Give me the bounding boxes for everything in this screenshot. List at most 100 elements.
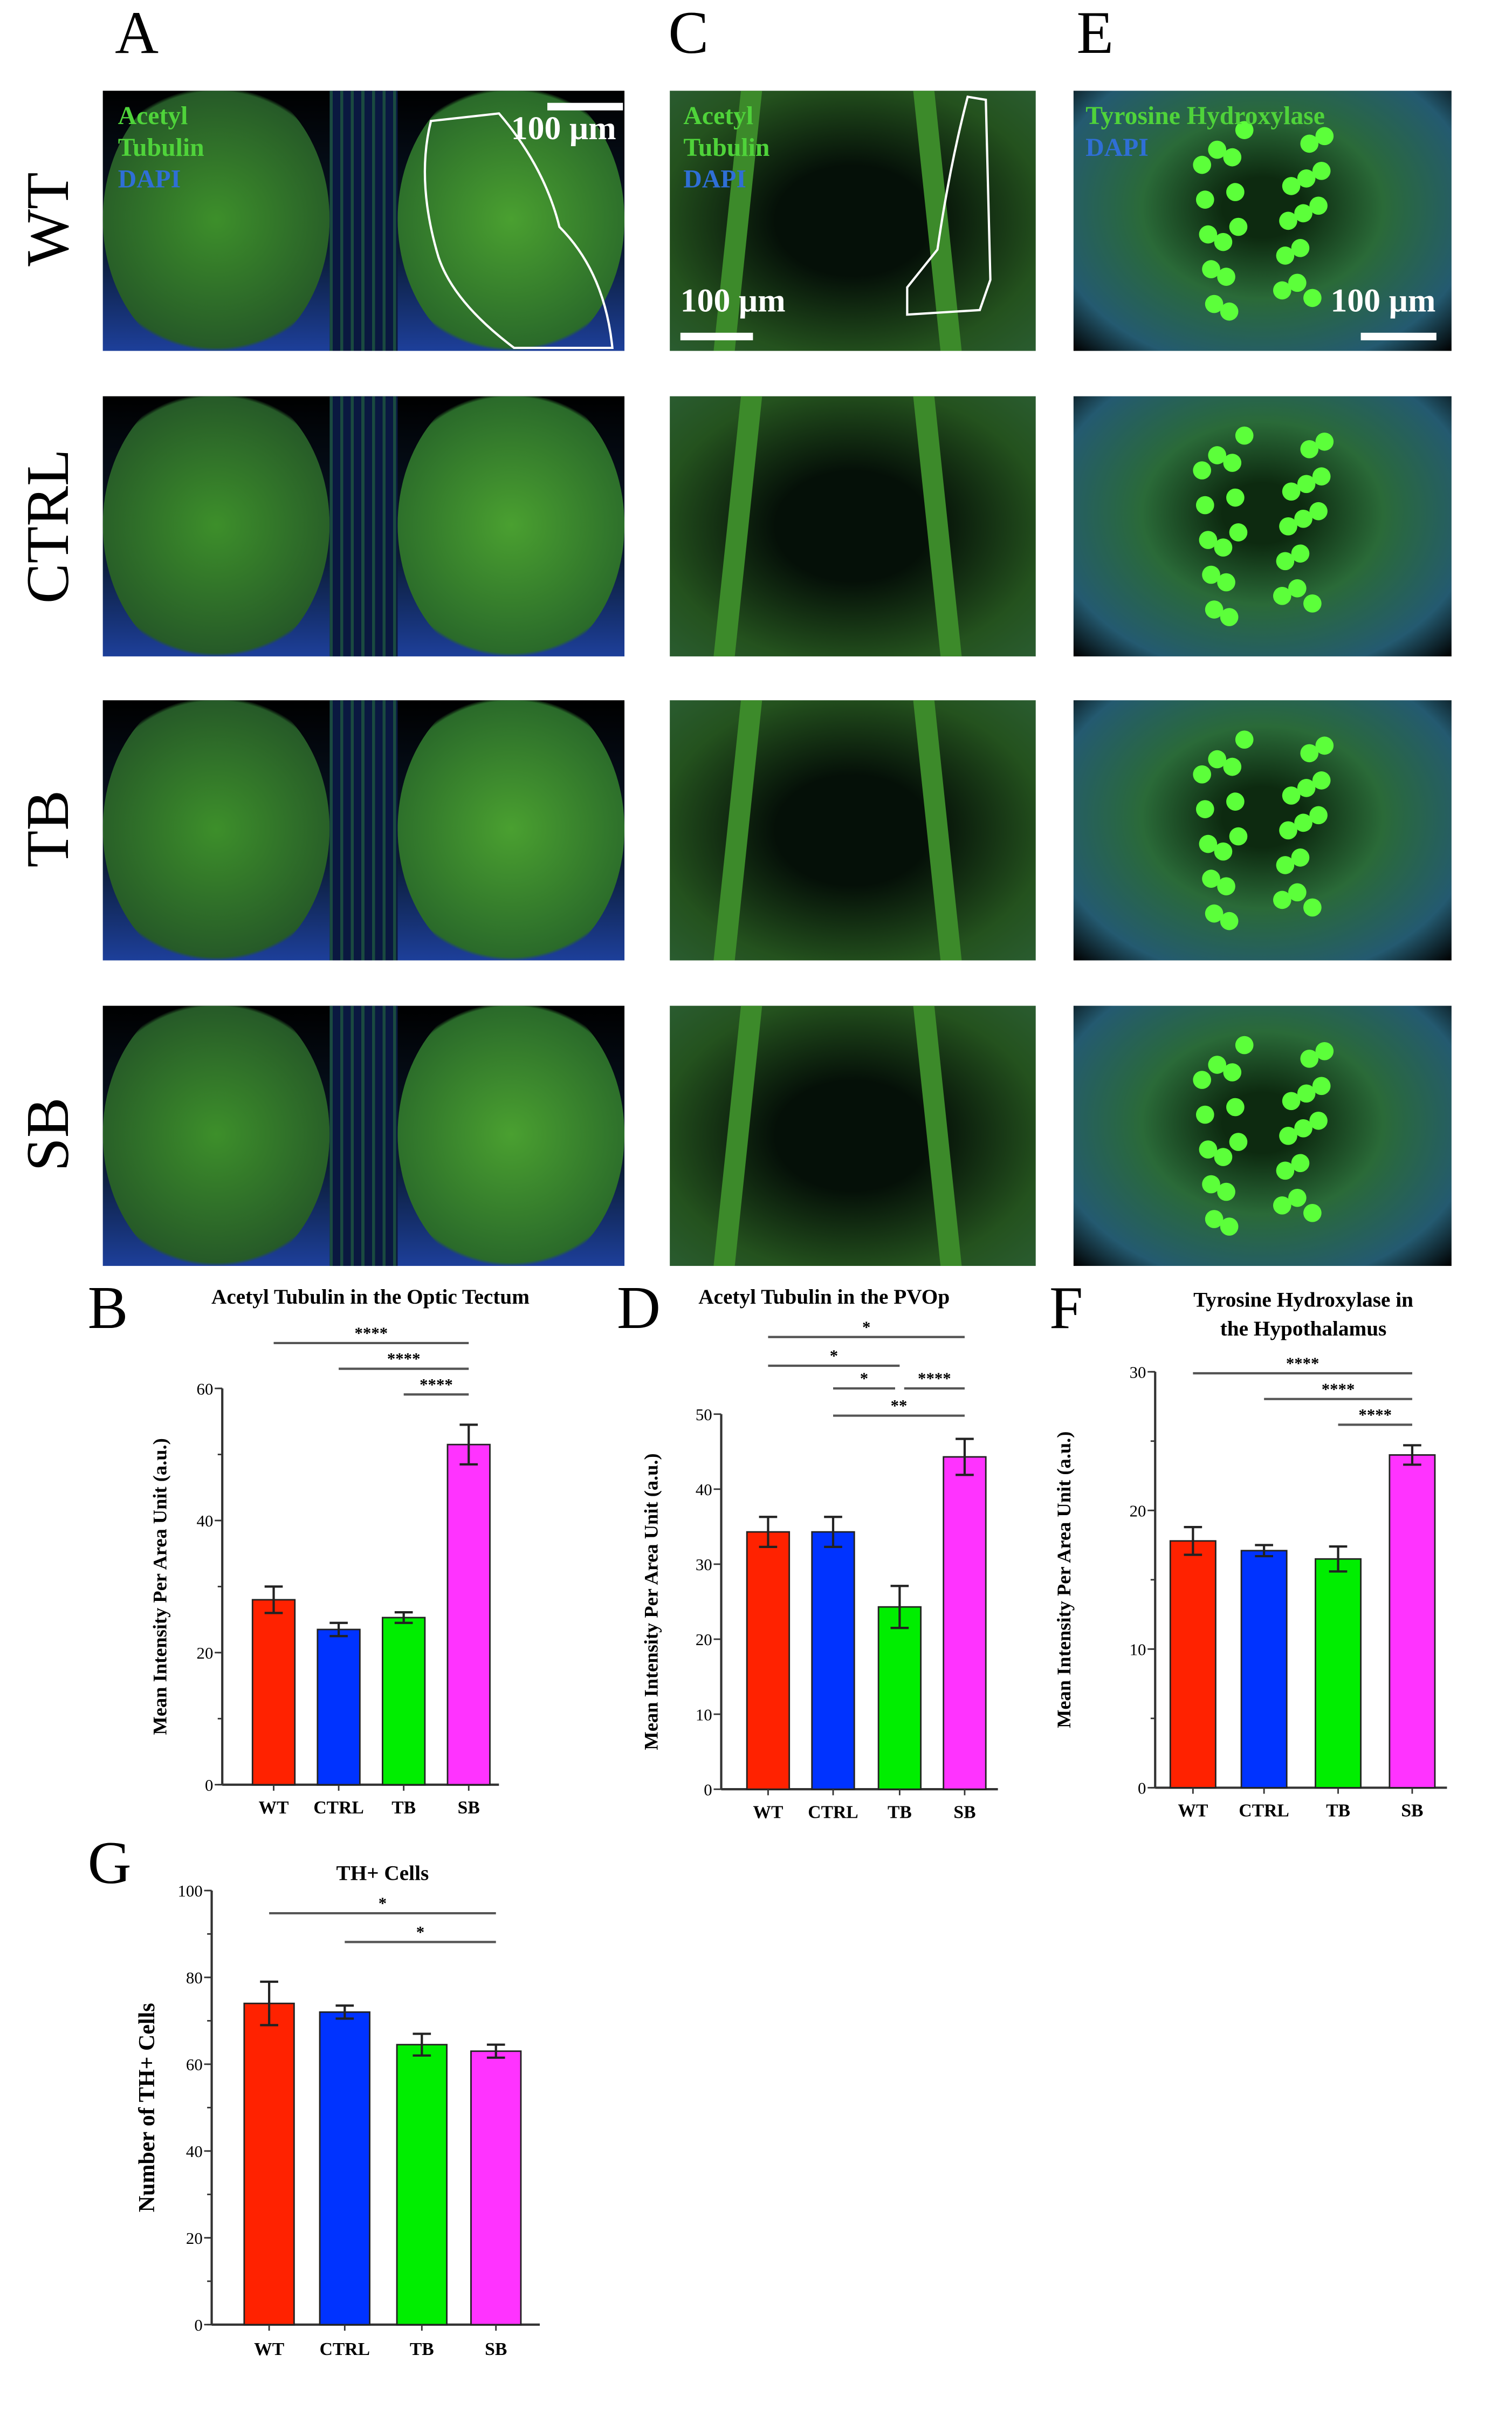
scale-bar-a [547,102,623,111]
significance-label: **** [355,1324,388,1343]
microscopy-image-c-3 [670,700,1036,961]
image-a-label: Acetyl Tubulin DAPI [118,100,204,195]
scale-text-e: 100 µm [1330,281,1436,319]
y-tick-label: 0 [205,1776,213,1795]
y-tick-label: 0 [1138,1779,1146,1798]
chart-title: TH+ Cells [336,1861,429,1885]
panel-letter-d: D [617,1273,661,1342]
y-axis-label: Mean Intensity Per Area Unit (a.u.) [1053,1432,1075,1728]
x-tick-label: SB [1401,1801,1423,1821]
bar-sb [470,2050,522,2326]
bar-sb [446,1443,491,1786]
x-tick-label: TB [391,1798,416,1818]
bar-sb [1389,1454,1436,1789]
y-tick-label: 30 [696,1556,712,1574]
significance-label: **** [420,1375,453,1394]
y-tick-label: 60 [197,1380,214,1398]
y-tick-label: 20 [186,2229,203,2248]
y-tick-label: 30 [1130,1363,1146,1381]
label-tyrosine-hydroxylase: Tyrosine Hydroxylase [1085,101,1325,131]
significance-label: ** [891,1396,908,1415]
label-dapi: DAPI [683,165,746,194]
label-tubulin: Tubulin [118,133,204,162]
panel-letter-c: C [668,0,709,67]
bar-ctrl [1240,1550,1288,1789]
x-tick-label: TB [410,2339,434,2359]
label-dapi: DAPI [118,165,181,194]
significance-label: **** [918,1370,951,1388]
image-c-label: Acetyl Tubulin DAPI [683,100,769,195]
y-tick-label: 10 [1130,1641,1146,1659]
y-tick-label: 20 [696,1631,712,1649]
bar-ctrl [811,1531,855,1790]
microscopy-image-c-1 [670,91,1036,351]
bar-tb [1315,1558,1362,1789]
y-tick-label: 40 [197,1512,214,1530]
bar-wt [251,1599,296,1786]
significance-label: * [860,1370,868,1388]
x-tick-label: TB [888,1802,912,1822]
x-tick-label: WT [1178,1801,1208,1821]
microscopy-image-e-1 [1073,91,1452,351]
scale-bar-c [680,332,753,340]
significance-label: **** [1358,1406,1392,1424]
x-tick-label: CTRL [320,2339,370,2359]
bar-sb [943,1456,987,1790]
microscopy-image-a-2 [102,396,625,656]
label-acetyl: Acetyl [683,101,754,131]
x-tick-label: SB [953,1802,975,1822]
microscopy-image-a-3 [102,700,625,961]
microscopy-image-e-3 [1073,700,1452,961]
bar-ctrl [319,2011,370,2326]
chart-d: Acetyl Tubulin in the PVOp Mean Intensity… [641,1285,998,1822]
y-tick-label: 20 [197,1644,214,1662]
chart-g: TH+ Cells Number of TH+ Cells 0 20 40 60 80 100… [135,1861,540,2359]
chart-title: Acetyl Tubulin in the Optic Tectum [211,1285,530,1309]
x-tick-label: SB [458,1798,480,1818]
significance-label: * [862,1318,870,1336]
panel-letter-a: A [115,0,159,67]
significance-label: * [416,1923,424,1941]
microscopy-image-e-2 [1073,396,1452,656]
roi-outlines [423,95,992,350]
bar-wt [746,1531,791,1790]
bar-ctrl [317,1628,361,1786]
y-tick-label: 0 [194,2316,202,2334]
y-axis-label: Mean Intensity Per Area Unit (a.u.) [641,1453,662,1750]
microscopy-image-e-4 [1073,1005,1452,1266]
y-tick-label: 50 [696,1406,712,1424]
panel-letter-b: B [87,1273,128,1342]
panel-letter-f: F [1049,1273,1083,1342]
significance-label: **** [1286,1354,1319,1373]
x-tick-label: CTRL [1239,1801,1289,1821]
chart-title: the Hypothalamus [1220,1317,1387,1340]
x-tick-label: SB [485,2339,507,2359]
significance-label: * [379,1894,387,1913]
label-acetyl: Acetyl [118,101,188,131]
label-dapi: DAPI [1085,133,1149,162]
bar-wt [243,2002,295,2326]
label-tubulin: Tubulin [683,133,770,162]
chart-f: Tyrosine Hydroxylase in the Hypothalamus M… [1053,1289,1447,1821]
x-tick-label: CTRL [313,1798,363,1818]
microscopy-image-c-2 [670,396,1036,656]
panel-letter-g: G [87,1829,132,1897]
microscopy-image-a-1 [102,91,625,351]
y-tick-label: 40 [696,1481,712,1499]
bar-tb [396,2044,448,2326]
x-tick-label: WT [258,1798,288,1818]
chart-title: Acetyl Tubulin in the PVOp [698,1285,950,1309]
y-tick-label: 20 [1130,1502,1146,1520]
y-tick-label: 0 [704,1781,712,1799]
significance-label: **** [1322,1380,1355,1398]
y-tick-label: 100 [177,1882,202,1900]
y-tick-label: 10 [696,1706,712,1724]
panel-letter-e: E [1076,0,1114,67]
y-axis-label: Number of TH+ Cells [135,2003,160,2212]
y-axis-label: Mean Intensity Per Area Unit (a.u.) [149,1438,170,1735]
microscopy-image-a-4 [102,1005,625,1266]
scale-bar-e [1360,332,1437,340]
y-tick-label: 60 [186,2056,203,2074]
bar-wt [1169,1540,1217,1789]
